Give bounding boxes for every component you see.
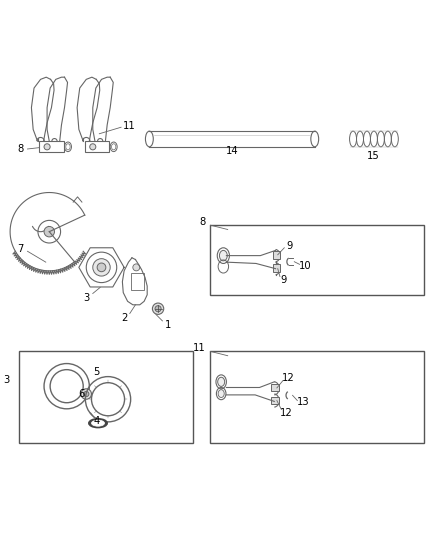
Circle shape	[84, 391, 89, 397]
Ellipse shape	[92, 420, 105, 426]
Circle shape	[81, 389, 92, 399]
Text: 3: 3	[4, 375, 10, 385]
Circle shape	[90, 144, 96, 150]
Ellipse shape	[218, 377, 225, 386]
Text: 1: 1	[164, 320, 171, 330]
Ellipse shape	[89, 419, 107, 427]
Text: 5: 5	[93, 367, 99, 377]
Text: 10: 10	[298, 261, 311, 271]
Text: 2: 2	[121, 313, 127, 323]
Text: 11: 11	[123, 122, 135, 131]
Text: 11: 11	[193, 343, 206, 353]
Bar	[272, 251, 280, 259]
Bar	[272, 264, 280, 272]
Bar	[271, 397, 279, 403]
Circle shape	[152, 303, 164, 314]
Circle shape	[44, 144, 50, 150]
Circle shape	[133, 264, 140, 271]
Bar	[210, 225, 424, 295]
Bar	[131, 273, 144, 290]
Bar	[39, 141, 64, 152]
Circle shape	[155, 305, 161, 312]
Bar	[271, 384, 279, 391]
Text: 6: 6	[79, 389, 85, 399]
Text: 4: 4	[93, 416, 99, 426]
Text: 9: 9	[287, 240, 293, 251]
Text: 3: 3	[83, 293, 89, 303]
Text: 8: 8	[199, 217, 205, 227]
Text: 13: 13	[297, 397, 309, 407]
Text: 8: 8	[18, 144, 24, 154]
Ellipse shape	[219, 251, 227, 261]
Text: 14: 14	[226, 146, 238, 156]
Circle shape	[93, 259, 110, 276]
Ellipse shape	[218, 390, 224, 398]
Circle shape	[44, 227, 54, 237]
Text: 7: 7	[17, 244, 23, 254]
Circle shape	[97, 263, 106, 272]
Bar	[210, 351, 424, 443]
Text: 12: 12	[282, 373, 295, 383]
Text: 15: 15	[367, 150, 380, 160]
Text: 9: 9	[281, 276, 287, 286]
Bar	[19, 351, 193, 443]
Text: 12: 12	[280, 408, 293, 418]
Bar	[85, 141, 110, 152]
